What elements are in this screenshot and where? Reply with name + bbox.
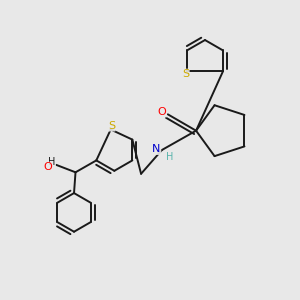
Text: S: S (182, 69, 189, 79)
Text: N: N (152, 144, 161, 154)
Text: S: S (108, 121, 115, 131)
Text: H: H (166, 152, 173, 161)
Text: H: H (48, 157, 56, 167)
Text: O: O (158, 107, 166, 117)
Text: O: O (44, 162, 52, 172)
